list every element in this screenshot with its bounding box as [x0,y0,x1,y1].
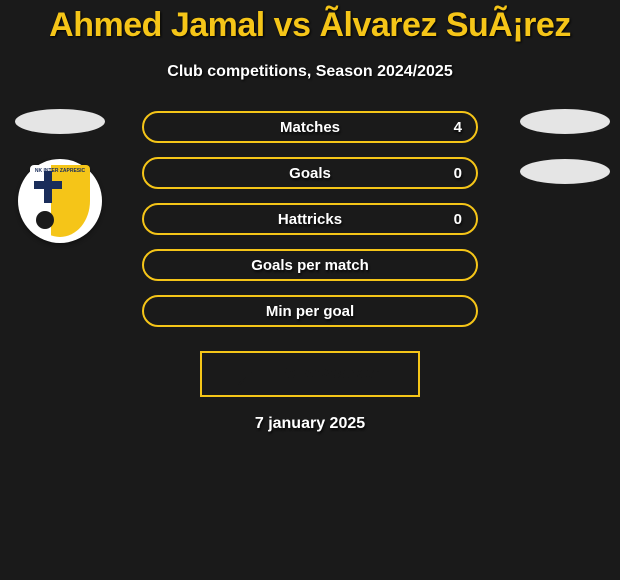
stat-bar-goals-per-match: Goals per match [142,249,478,281]
stat-bar-matches: Matches 4 [142,111,478,143]
crest-ball-icon [36,211,54,229]
footer-site-badge: FcTables.com [200,351,420,397]
date-label: 7 january 2025 [0,415,620,433]
player-right-avatar-placeholder-1 [520,109,610,134]
stat-bar-goals: Goals 0 [142,157,478,189]
stat-label: Min per goal [266,303,354,320]
stats-bars: Matches 4 Goals 0 Hattricks 0 Goals per … [142,111,478,327]
stat-value: 4 [454,119,462,136]
crest-cross-horizontal [34,181,62,189]
stat-value: 0 [454,211,462,228]
footer-site-text: FcTables.com [277,365,383,383]
stat-value: 0 [454,165,462,182]
subtitle: Club competitions, Season 2024/2025 [0,63,620,81]
player-right-avatar-placeholder-2 [520,159,610,184]
crest-text: NK INTER ZAPRESIC [35,168,85,174]
crest-shield-icon: NK INTER ZAPRESIC [30,165,90,237]
stat-label: Matches [280,119,340,136]
stat-label: Goals [289,165,331,182]
club-crest: NK INTER ZAPRESIC [18,159,102,243]
stat-bar-hattricks: Hattricks 0 [142,203,478,235]
content-area: NK INTER ZAPRESIC Matches 4 Goals 0 Hatt… [0,111,620,433]
player-left-avatar-placeholder [15,109,105,134]
fctables-chart-icon [237,365,271,383]
stat-bar-min-per-goal: Min per goal [142,295,478,327]
page-title: Ahmed Jamal vs Ãlvarez SuÃ¡rez [0,0,620,45]
stat-label: Goals per match [251,257,369,274]
stat-label: Hattricks [278,211,342,228]
